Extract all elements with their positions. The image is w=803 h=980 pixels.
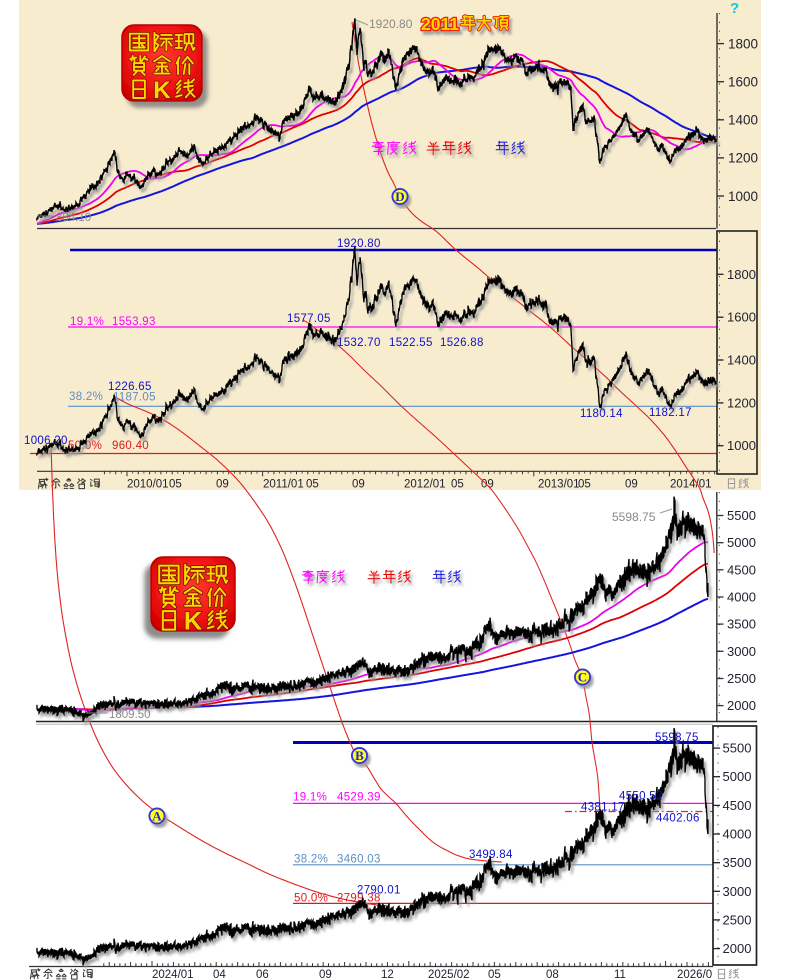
svg-text:1200: 1200 [727, 395, 756, 410]
svg-text:1522.55: 1522.55 [389, 337, 433, 349]
svg-text:1920.80: 1920.80 [337, 238, 381, 250]
svg-text:1400: 1400 [727, 353, 756, 368]
svg-text:2790.01: 2790.01 [357, 885, 401, 897]
svg-text:1800: 1800 [728, 36, 758, 51]
svg-text:884.10: 884.10 [56, 212, 91, 224]
svg-text:4500: 4500 [727, 562, 756, 577]
svg-text:4550.52: 4550.52 [619, 791, 663, 803]
svg-text:2011/01: 2011/01 [263, 479, 304, 491]
svg-text:1600: 1600 [727, 310, 756, 325]
svg-text:11: 11 [614, 969, 626, 980]
svg-text:2000: 2000 [723, 941, 752, 956]
svg-text:06: 06 [256, 969, 269, 980]
svg-text:K: K [153, 77, 171, 104]
svg-text:2010/01: 2010/01 [127, 479, 169, 491]
svg-text:2013/01: 2013/01 [538, 479, 580, 491]
svg-text:1187.05: 1187.05 [113, 392, 156, 404]
svg-text:05: 05 [306, 479, 319, 491]
svg-text:2500: 2500 [723, 912, 752, 927]
svg-text:2500: 2500 [727, 671, 756, 686]
svg-text:2012/01: 2012/01 [404, 479, 446, 491]
svg-text:B: B [355, 748, 364, 763]
svg-text:3500: 3500 [727, 617, 756, 632]
svg-text:4000: 4000 [727, 590, 756, 605]
svg-text:3500: 3500 [723, 855, 752, 870]
svg-text:D: D [395, 189, 404, 204]
svg-text:5598.75: 5598.75 [612, 510, 656, 524]
svg-text:2011: 2011 [421, 14, 459, 34]
svg-text:3000: 3000 [727, 644, 756, 659]
svg-text:1200: 1200 [728, 151, 758, 166]
svg-text:2000: 2000 [727, 698, 756, 713]
svg-text:50.0%: 50.0% [294, 893, 328, 905]
svg-text:1600: 1600 [728, 75, 758, 90]
svg-text:2014/01: 2014/01 [670, 479, 712, 491]
svg-text:05: 05 [578, 479, 591, 491]
svg-text:4529.39: 4529.39 [337, 792, 381, 804]
svg-text:1920.80: 1920.80 [369, 17, 413, 31]
svg-text:1553.93: 1553.93 [112, 316, 156, 328]
svg-text:1809.50: 1809.50 [109, 709, 151, 721]
svg-text:1006.20: 1006.20 [24, 435, 68, 447]
svg-text:5598.75: 5598.75 [655, 732, 699, 744]
svg-text:5500: 5500 [727, 508, 756, 523]
svg-text:C: C [578, 670, 587, 685]
svg-text:2799.38: 2799.38 [337, 893, 381, 905]
svg-text:05: 05 [451, 479, 464, 491]
svg-text:05: 05 [169, 479, 182, 491]
svg-text:4500: 4500 [723, 798, 752, 813]
svg-text:4402.06: 4402.06 [656, 813, 700, 825]
svg-text:1180.14: 1180.14 [580, 408, 623, 420]
svg-text:1400: 1400 [728, 113, 758, 128]
svg-text:4000: 4000 [723, 827, 752, 842]
svg-text:960.40: 960.40 [112, 440, 149, 452]
svg-text:12: 12 [381, 969, 394, 980]
svg-text:1000: 1000 [727, 438, 756, 453]
svg-text:19.1%: 19.1% [293, 792, 327, 804]
svg-text:?: ? [730, 0, 739, 17]
svg-text:3499.84: 3499.84 [469, 849, 513, 861]
svg-text:09: 09 [319, 969, 332, 980]
svg-text:1226.65: 1226.65 [108, 381, 152, 393]
svg-text:1526.88: 1526.88 [440, 337, 484, 349]
svg-text:08: 08 [546, 969, 559, 980]
svg-text:2026/0: 2026/0 [677, 969, 712, 980]
svg-text:05: 05 [488, 969, 501, 980]
svg-text:09: 09 [352, 479, 365, 491]
svg-text:5000: 5000 [727, 535, 756, 550]
svg-text:09: 09 [625, 479, 638, 491]
svg-text:K: K [184, 608, 203, 636]
svg-text:4381.17: 4381.17 [581, 802, 625, 814]
svg-text:09: 09 [216, 479, 229, 491]
svg-text:04: 04 [213, 969, 226, 980]
svg-text:3460.03: 3460.03 [337, 854, 381, 866]
svg-text:2024/01: 2024/01 [152, 969, 194, 980]
svg-text:5500: 5500 [723, 741, 752, 756]
svg-text:2025/02: 2025/02 [428, 969, 470, 980]
svg-text:A: A [152, 809, 162, 824]
svg-text:19.1%: 19.1% [70, 316, 104, 328]
svg-text:5000: 5000 [723, 769, 752, 784]
svg-text:1532.70: 1532.70 [337, 337, 381, 349]
svg-text:38.2%: 38.2% [294, 854, 328, 866]
svg-text:3000: 3000 [723, 884, 752, 899]
svg-text:1182.17: 1182.17 [649, 407, 692, 419]
svg-text:38.2%: 38.2% [69, 391, 103, 403]
svg-text:1577.05: 1577.05 [287, 313, 331, 325]
svg-text:1800: 1800 [727, 267, 756, 282]
svg-text:1000: 1000 [728, 189, 758, 204]
